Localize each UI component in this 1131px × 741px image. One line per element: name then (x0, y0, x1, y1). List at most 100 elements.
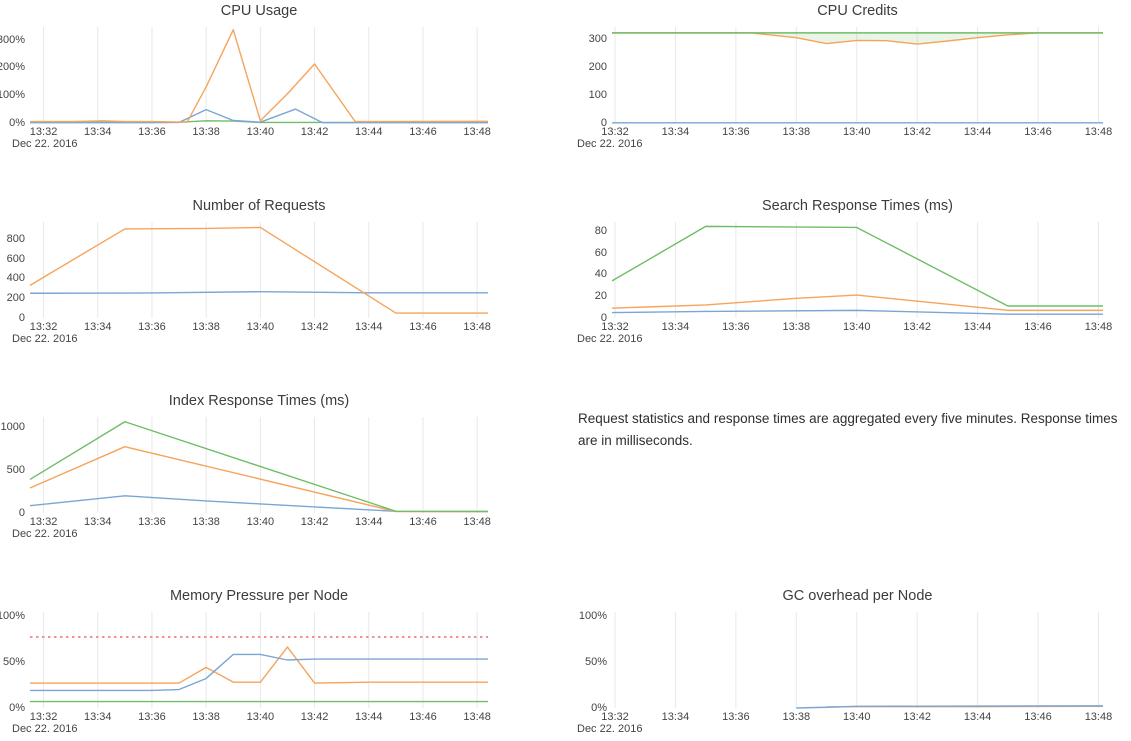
x-tick-label: 13:46 (409, 516, 437, 528)
orange-line (611, 294, 1103, 312)
chart-search-response-times: Search Response Times (ms) Dec 22. 2016 … (565, 195, 1131, 390)
x-tick-label: 13:46 (1024, 321, 1052, 333)
blue-line (796, 705, 1104, 709)
x-tick-label: 13:48 (463, 321, 491, 333)
gc-overhead-plot-area[interactable] (612, 612, 1104, 709)
x-tick-label: 13:48 (463, 711, 491, 723)
plot-svg (29, 27, 489, 124)
x-tick-label: 13:44 (963, 711, 992, 723)
x-tick-label: 13:44 (354, 126, 383, 138)
x-tick-label: 13:38 (782, 126, 811, 138)
y-tick-label: 20 (594, 290, 607, 303)
x-tick-label: 13:36 (722, 321, 750, 333)
x-tick-label: 13:48 (1084, 126, 1113, 138)
search-response-times-plot-area[interactable] (611, 222, 1103, 318)
plot-svg (611, 222, 1103, 318)
x-tick-label: 13:46 (1024, 711, 1052, 723)
x-tick-label: 13:44 (963, 126, 992, 138)
x-tick-label: 13:38 (782, 711, 811, 723)
x-tick-label: 13:32 (29, 516, 58, 528)
y-tick-label: 60 (594, 246, 607, 259)
chart-gc-overhead-per-node: GC overhead per Node Dec 22. 2016 0% 50% 1… (565, 585, 1131, 741)
x-tick-label: 13:34 (661, 321, 690, 333)
y-tick-label: 100 (588, 89, 607, 101)
x-tick-label: 13:32 (29, 321, 58, 333)
index-response-times-plot-area[interactable] (29, 417, 489, 513)
orange-line (29, 226, 488, 314)
x-tick-label: 13:42 (300, 321, 329, 333)
blue-line (30, 108, 488, 124)
chart-title-memory-pressure: Memory Pressure per Node (169, 588, 349, 604)
y-tick-label: 80 (594, 224, 607, 237)
x-tick-label: 13:48 (1084, 711, 1113, 723)
x-tick-label: 13:42 (300, 126, 329, 138)
x-tick-label: 13:38 (192, 126, 220, 138)
x-tick-label: 13:38 (192, 516, 220, 528)
y-tick-label: 800 (6, 232, 25, 245)
chart-index-response-times: Index Response Times (ms) Dec 22. 2016 0… (0, 390, 565, 585)
y-tick-label: 0 (18, 507, 25, 519)
chart-cpu-usage: CPU Usage Dec 22. 2016 0% 100% 200% 300% 13:… (0, 0, 565, 195)
x-tick-label: 13:46 (409, 711, 437, 723)
y-tick-label: 50% (584, 655, 607, 668)
chart-title-index-response-times: Index Response Times (ms) (168, 393, 350, 409)
x-tick-label: 13:36 (722, 711, 750, 723)
green-line (611, 225, 1103, 307)
chart-title-cpu-credits: CPU Credits (817, 3, 898, 19)
x-tick-label: 13:32 (601, 321, 629, 333)
x-tick-label: 13:32 (29, 126, 58, 138)
chart-cpu-credits: CPU Credits Dec 22. 2016 0 100 200 300 13:32… (565, 0, 1131, 195)
area-fill (612, 32, 1103, 45)
plot-svg (30, 612, 488, 708)
cpu-credits-plot-area[interactable] (612, 27, 1103, 124)
date-label: Dec 22. 2016 (577, 723, 643, 735)
x-tick-label: 13:36 (138, 321, 166, 333)
y-tick-label: 0% (9, 117, 25, 129)
memory-pressure-plot-area[interactable] (30, 612, 488, 708)
chart-title-search-response-times: Search Response Times (ms) (762, 198, 953, 214)
x-tick-label: 13:44 (354, 516, 383, 528)
date-label: Dec 22. 2016 (577, 138, 643, 150)
y-tick-label: 200% (0, 61, 25, 74)
x-tick-label: 13:40 (246, 711, 275, 723)
x-tick-label: 13:38 (192, 321, 220, 333)
x-tick-label: 13:34 (661, 126, 690, 138)
blue-line (611, 309, 1103, 315)
x-tick-label: 13:36 (722, 126, 750, 138)
plot-svg (612, 27, 1103, 124)
date-label: Dec 22. 2016 (577, 333, 643, 345)
x-tick-label: 13:40 (842, 126, 871, 138)
x-tick-label: 13:42 (903, 321, 931, 333)
aggregation-note: Request statistics and response times ar… (578, 411, 1118, 448)
y-tick-label: 0 (600, 117, 607, 129)
x-tick-label: 13:42 (903, 711, 931, 723)
x-tick-label: 13:36 (138, 516, 166, 528)
x-tick-label: 13:46 (409, 321, 437, 333)
orange-line (30, 646, 488, 684)
x-tick-label: 13:48 (1084, 321, 1113, 333)
x-tick-label: 13:34 (83, 321, 112, 333)
y-tick-label: 100% (0, 609, 25, 622)
number-of-requests-plot-area[interactable] (29, 222, 488, 318)
y-tick-label: 1000 (0, 420, 25, 433)
date-label: Dec 22. 2016 (12, 528, 78, 540)
cpu-usage-plot-area[interactable] (29, 27, 489, 124)
x-tick-label: 13:40 (246, 321, 275, 333)
x-tick-label: 13:40 (842, 321, 871, 333)
x-tick-label: 13:32 (601, 711, 629, 723)
x-tick-label: 13:36 (138, 711, 166, 723)
x-tick-label: 13:32 (601, 126, 629, 138)
y-tick-label: 40 (594, 268, 607, 281)
orange-line (612, 32, 1103, 45)
x-tick-label: 13:46 (1024, 126, 1052, 138)
x-tick-label: 13:34 (83, 126, 112, 138)
blue-line (29, 290, 488, 294)
date-label: Dec 22. 2016 (12, 333, 78, 345)
x-tick-label: 13:34 (83, 711, 112, 723)
y-tick-label: 200 (6, 292, 25, 305)
x-tick-label: 13:36 (138, 126, 166, 138)
x-tick-label: 13:38 (782, 321, 811, 333)
y-tick-label: 500 (6, 463, 25, 476)
x-tick-label: 13:40 (246, 126, 275, 138)
